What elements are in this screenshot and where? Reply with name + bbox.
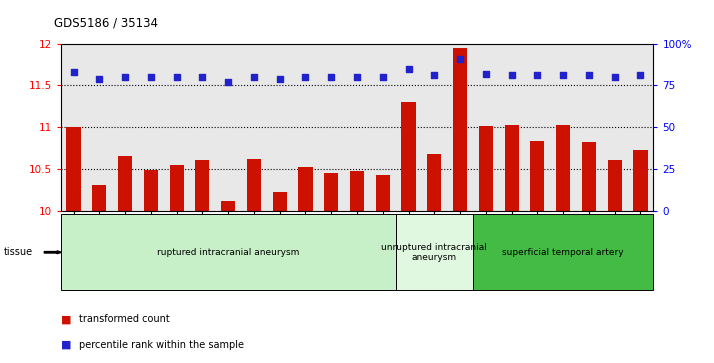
Point — [583, 72, 595, 78]
Text: ■: ■ — [61, 340, 71, 350]
Point — [274, 76, 286, 82]
Point — [94, 76, 105, 82]
Text: ■: ■ — [61, 314, 71, 325]
Bar — [221, 200, 235, 211]
Bar — [376, 175, 390, 211]
Bar — [144, 171, 158, 211]
Text: ruptured intracranial aneurysm: ruptured intracranial aneurysm — [157, 248, 299, 257]
Point — [532, 72, 543, 78]
Text: superficial temporal artery: superficial temporal artery — [503, 248, 624, 257]
Bar — [298, 167, 313, 211]
Point — [480, 71, 491, 77]
Point — [403, 66, 414, 72]
Point — [171, 74, 182, 80]
Bar — [505, 125, 518, 211]
Point — [300, 74, 311, 80]
Bar — [531, 141, 545, 211]
Text: GDS5186 / 35134: GDS5186 / 35134 — [54, 16, 158, 29]
Point — [326, 74, 337, 80]
Point — [351, 74, 363, 80]
Text: tissue: tissue — [4, 247, 33, 257]
Bar — [169, 164, 183, 211]
Point — [196, 74, 208, 80]
Bar — [633, 150, 648, 211]
Bar — [453, 48, 467, 211]
Point — [558, 72, 569, 78]
Text: percentile rank within the sample: percentile rank within the sample — [79, 340, 243, 350]
Point — [248, 74, 260, 80]
Bar — [479, 126, 493, 211]
Bar — [66, 127, 81, 211]
Point — [454, 56, 466, 61]
Text: transformed count: transformed count — [79, 314, 169, 325]
Text: unruptured intracranial
aneurysm: unruptured intracranial aneurysm — [381, 242, 487, 262]
Bar — [118, 156, 132, 211]
Bar — [273, 192, 287, 211]
Point — [68, 69, 79, 75]
Point — [609, 74, 620, 80]
Point — [428, 72, 440, 78]
Point — [119, 74, 131, 80]
Point — [506, 72, 518, 78]
Bar — [608, 160, 622, 211]
Bar — [92, 185, 106, 211]
Bar — [401, 102, 416, 211]
Bar — [427, 154, 441, 211]
Bar — [324, 173, 338, 211]
Bar — [582, 142, 596, 211]
Point — [635, 72, 646, 78]
Point — [145, 74, 156, 80]
Point — [377, 74, 388, 80]
Point — [223, 79, 234, 85]
Bar — [247, 159, 261, 211]
Bar — [556, 125, 570, 211]
Bar — [196, 160, 209, 211]
Bar — [350, 171, 364, 211]
